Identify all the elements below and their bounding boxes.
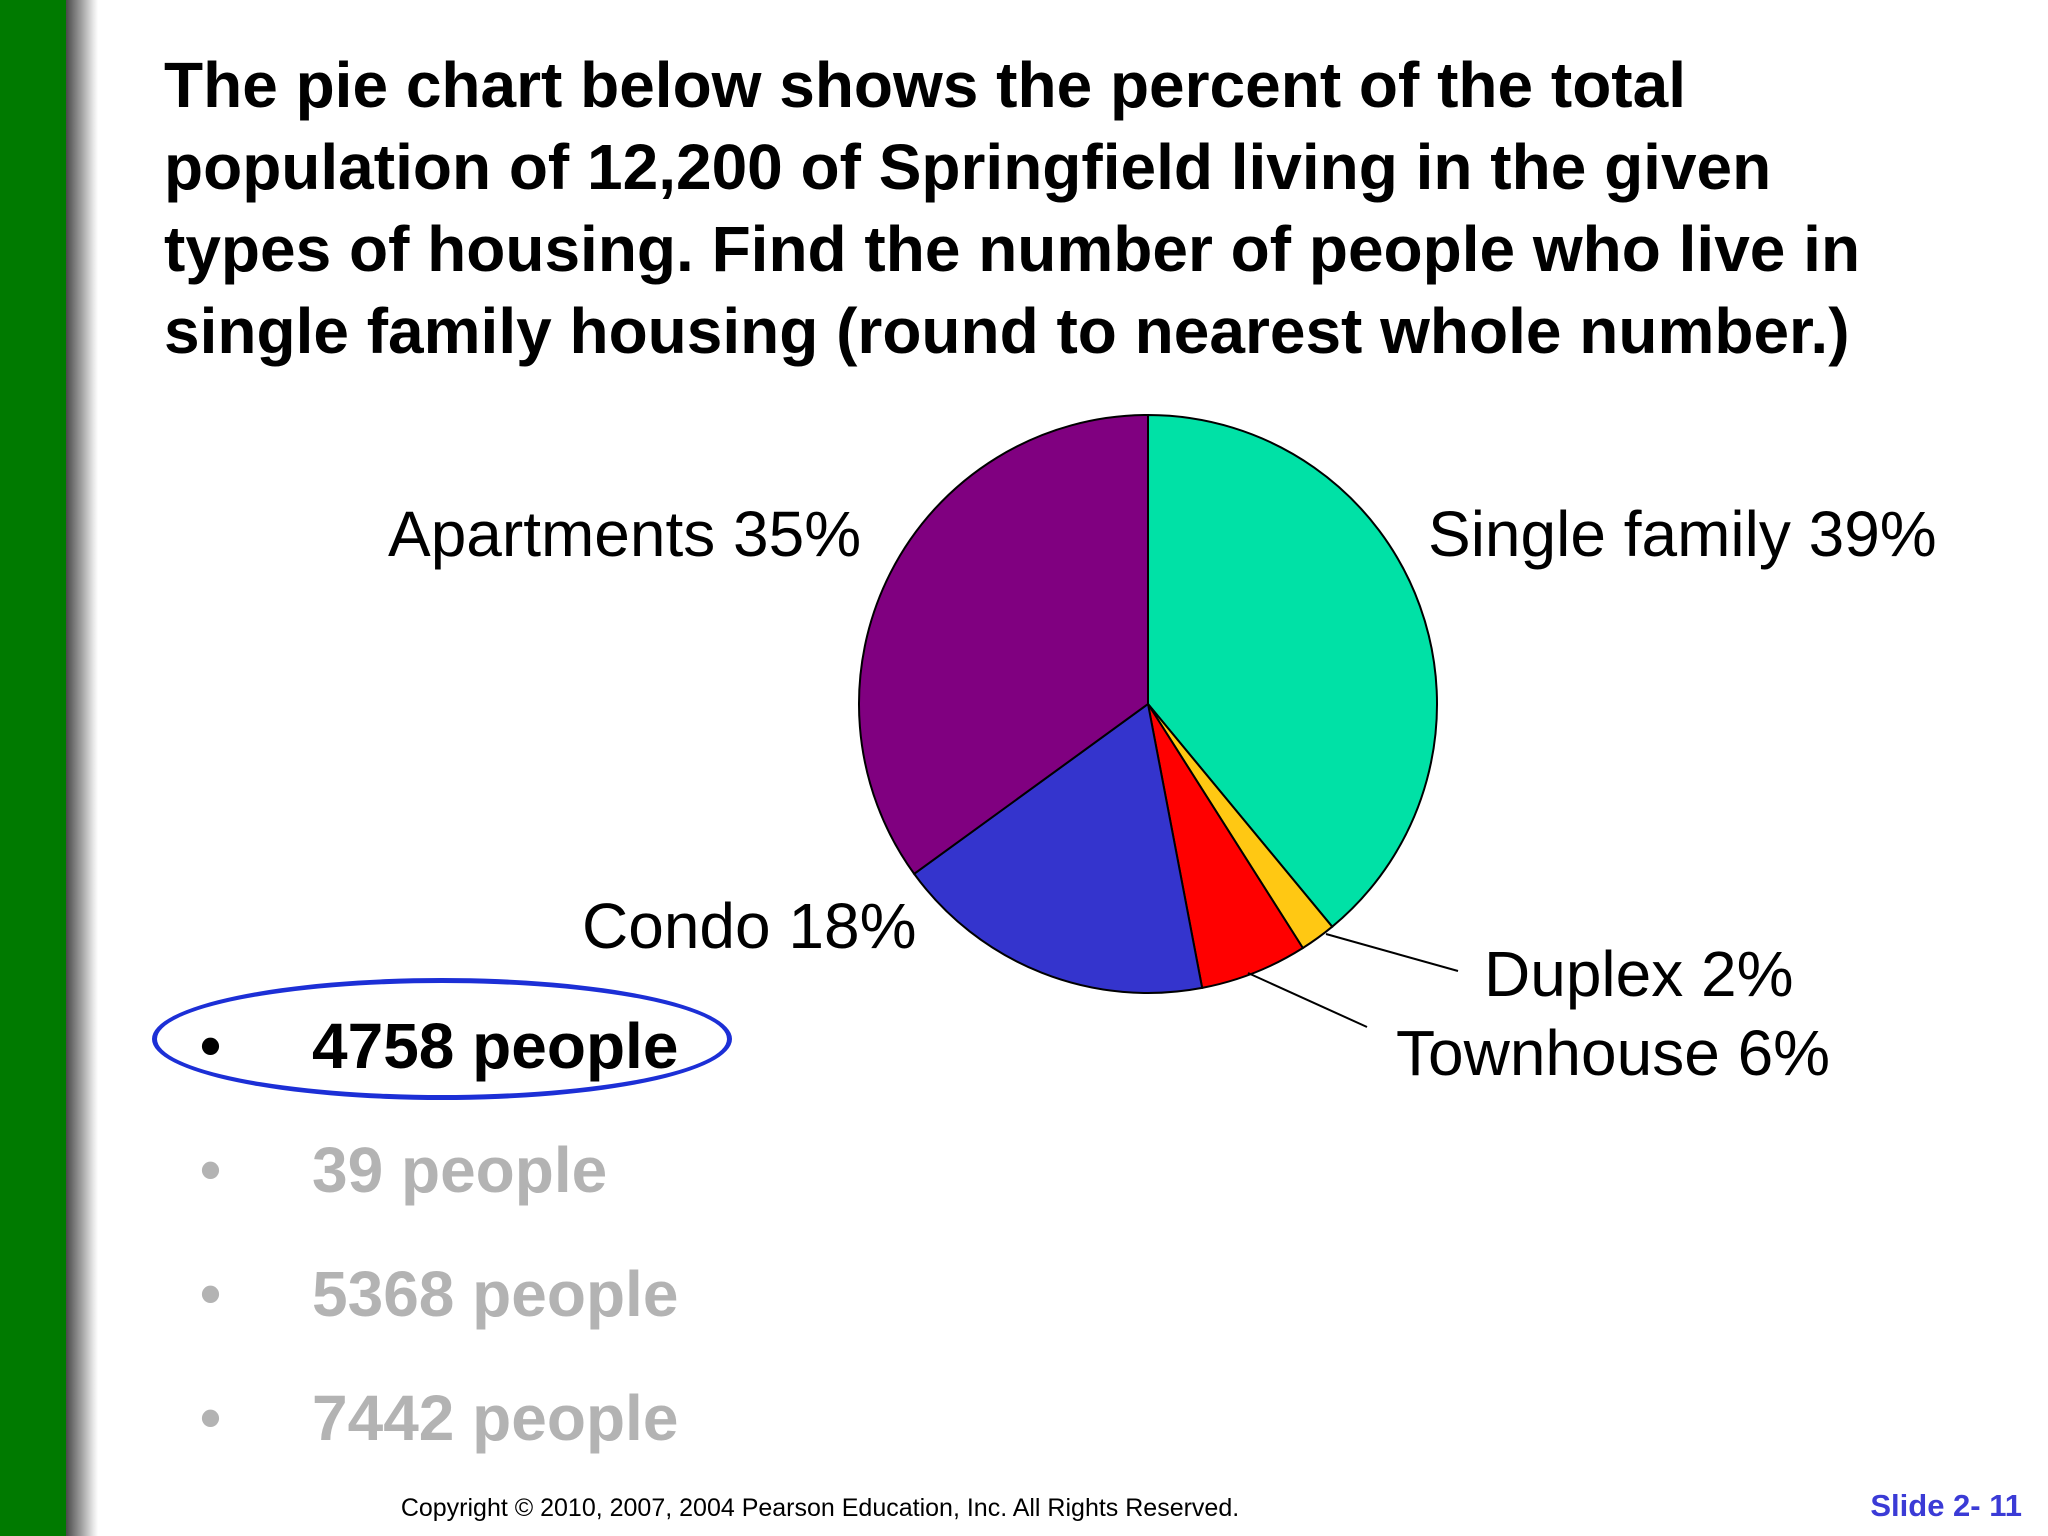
side-bar (0, 0, 66, 1536)
bullet: • (200, 1012, 222, 1079)
bullet: • (200, 1260, 222, 1327)
answer-label: 7442 people (312, 1382, 679, 1454)
slice-label-condo: Condo 18% (582, 890, 916, 962)
slice-label-duplex: Duplex 2% (1484, 938, 1794, 1010)
townhouse-leader-line (1247, 972, 1368, 1028)
pie-slice-duplex (1147, 703, 1334, 950)
answer-label: 5368 people (312, 1258, 679, 1330)
slice-label-apartments: Apartments 35% (388, 498, 861, 570)
slice-label-single-family: Single family 39% (1428, 498, 1937, 570)
duplex-leader-line (1325, 933, 1459, 972)
answer-label: 4758 people (312, 1010, 679, 1082)
bullet: • (200, 1384, 222, 1451)
bullet: • (200, 1136, 222, 1203)
pie-slice-apartments (858, 413, 1149, 876)
pie-slices (858, 413, 1439, 994)
question-text: The pie chart below shows the percent of… (164, 49, 1861, 367)
slide-number: Slide 2- 11 (1870, 1488, 2022, 1523)
selected-answer-ring (152, 978, 732, 1100)
answer-label: 39 people (312, 1134, 608, 1206)
pie-slice-single-family (1147, 413, 1439, 929)
copyright-footer: Copyright © 2010, 2007, 2004 Pearson Edu… (400, 1494, 1240, 1522)
pie-slice-condo (912, 702, 1204, 994)
pie-slice-townhouse (1147, 703, 1305, 990)
side-bar-shadow (66, 0, 98, 1536)
slice-label-townhouse: Townhouse 6% (1396, 1017, 1830, 1089)
